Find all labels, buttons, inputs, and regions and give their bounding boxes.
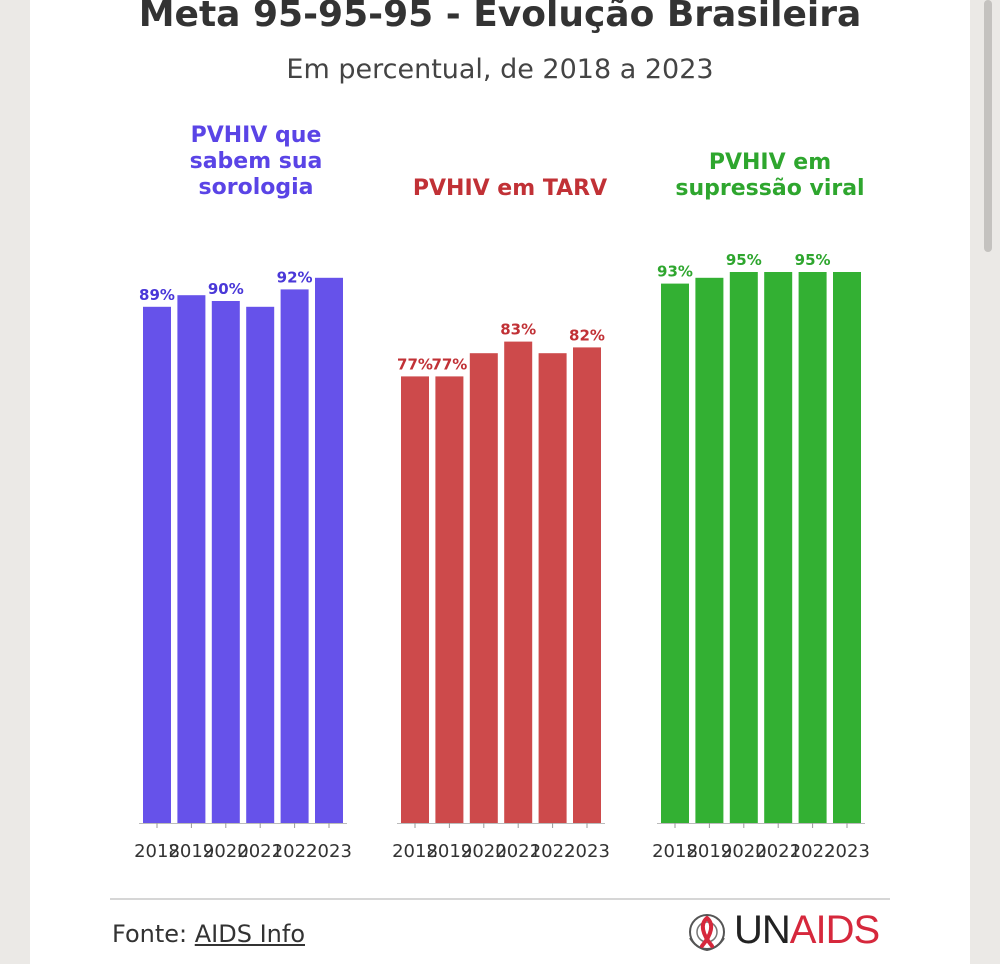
panel-title-line: supressão viral: [675, 176, 865, 201]
x-tick-label: 2018: [652, 841, 698, 862]
x-tick-label: 2023: [824, 841, 870, 862]
data-label: 95%: [795, 251, 831, 269]
unaids-wordmark: UNAIDS: [734, 908, 880, 953]
panel-title-line: PVHIV em TARV: [412, 176, 608, 201]
panel-title-line: PVHIV em: [708, 150, 832, 175]
x-tick-label: 2018: [134, 841, 180, 862]
x-tick-label: 2023: [564, 841, 610, 862]
x-tick-label: 2021: [755, 841, 801, 862]
bar: [315, 277, 343, 823]
logo-un-text: UN: [734, 908, 791, 952]
bar: [280, 289, 309, 823]
bar: [401, 376, 429, 823]
source-link[interactable]: AIDS Info: [194, 920, 305, 948]
footer-divider: [110, 898, 890, 900]
logo-aids-text: AIDS: [789, 908, 880, 952]
data-label: 77%: [431, 355, 467, 373]
chart-title: Meta 95-95-95 - Evolução Brasileira: [138, 0, 862, 35]
bar: [833, 272, 861, 823]
data-label: 89%: [139, 286, 175, 304]
data-label: 83%: [500, 321, 536, 339]
x-tick-label: 2021: [495, 841, 541, 862]
x-tick-label: 2019: [686, 841, 732, 862]
x-tick-label: 2019: [426, 841, 472, 862]
source-note: Fonte: AIDS Info: [112, 920, 305, 948]
source-prefix: Fonte:: [112, 920, 195, 948]
panel-title-supressao: PVHIV em supressão viral: [650, 150, 890, 202]
x-tick-label: 2019: [168, 841, 214, 862]
chart-subtitle: Em percentual, de 2018 a 2023: [286, 54, 714, 85]
x-tick-label: 2021: [237, 841, 283, 862]
data-label: 95%: [726, 251, 762, 269]
data-label: 93%: [657, 263, 693, 281]
x-tick-label: 2020: [721, 841, 767, 862]
bar: [695, 277, 724, 823]
data-label: 77%: [397, 355, 433, 373]
bar: [573, 347, 601, 823]
bar: [729, 272, 758, 823]
bar: [143, 306, 171, 823]
bar: [246, 306, 275, 823]
unaids-logo: UNAIDS: [686, 908, 896, 956]
un-emblem-icon: [689, 914, 725, 952]
data-label: 90%: [208, 280, 244, 298]
panel-title-tarv: PVHIV em TARV: [390, 176, 630, 202]
bar: [798, 272, 827, 823]
x-tick-label: 2020: [203, 841, 249, 862]
panel-title-line: sabem sua: [189, 149, 323, 174]
bar: [211, 301, 240, 823]
bar: [435, 376, 464, 823]
x-tick-label: 2022: [790, 841, 836, 862]
scrollbar[interactable]: [984, 0, 992, 252]
panel-title-line: sorologia: [198, 175, 314, 200]
bar: [538, 353, 567, 823]
x-tick-label: 2022: [530, 841, 576, 862]
panel-title-sorologia: PVHIV que sabem sua sorologia: [146, 123, 366, 201]
data-label: 92%: [277, 268, 313, 286]
bar: [469, 353, 498, 823]
x-tick-label: 2022: [272, 841, 318, 862]
panel-title-line: PVHIV que: [190, 123, 322, 148]
bar: [661, 283, 689, 824]
x-tick-label: 2018: [392, 841, 438, 862]
bar: [177, 295, 206, 823]
bar: [504, 341, 533, 823]
data-label: 82%: [569, 326, 605, 344]
bar: [764, 272, 793, 823]
x-tick-label: 2020: [461, 841, 507, 862]
x-tick-label: 2023: [306, 841, 352, 862]
